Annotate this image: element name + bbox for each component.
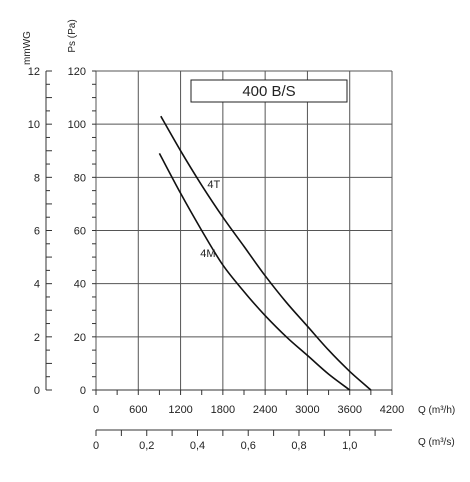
mmwg-tick-label: 12: [28, 66, 40, 78]
mmwg-tick-label: 8: [34, 172, 40, 184]
chart-title: 400 B/S: [242, 83, 295, 100]
flow-hourly-tick-label: 0: [93, 404, 99, 416]
flow-seconds-tick-label: 1,0: [342, 440, 357, 452]
flow-seconds-tick-label: 0,4: [190, 440, 205, 452]
flow-hourly-tick-label: 1800: [211, 404, 235, 416]
flow-hourly-axis-title: Q (m³/h): [418, 405, 455, 416]
flow-hourly-tick-label: 2400: [253, 404, 277, 416]
title-frame: [190, 79, 348, 103]
mmwg-tick-label: 6: [34, 226, 40, 238]
mmwg-axis-title: mmWG: [22, 31, 33, 65]
pressure-axis-title: Ps (Pa): [67, 19, 78, 52]
pressure-tick-label: 20: [74, 332, 86, 344]
flow-hourly-tick-label: 4200: [380, 404, 404, 416]
flow-seconds-tick-label: 0,8: [291, 440, 306, 452]
mmwg-tick-label: 10: [28, 119, 40, 131]
series-curve-4m: [158, 153, 351, 391]
flow-hourly-tick-label: 3000: [295, 404, 319, 416]
series-label-4t: 4T: [207, 179, 220, 191]
series-label-4m: 4M: [200, 248, 215, 260]
flow-hourly-tick-label: 3600: [337, 404, 361, 416]
pressure-tick-label: 0: [80, 385, 86, 397]
title-box: 400 B/S: [190, 79, 348, 103]
series-curve-4t: [160, 115, 372, 391]
grid: [95, 70, 393, 391]
mmwg-tick-label: 4: [34, 279, 40, 291]
pressure-tick-label: 120: [68, 66, 86, 78]
flow-hourly-tick-label: 1200: [168, 404, 192, 416]
pressure-tick-label: 40: [74, 279, 86, 291]
flow-seconds-tick-label: 0,2: [139, 440, 154, 452]
pressure-tick-label: 100: [68, 119, 86, 131]
mmwg-tick-label: 0: [34, 385, 40, 397]
pressure-tick-label: 60: [74, 226, 86, 238]
flow-seconds-axis-title: Q (m³/s): [418, 437, 455, 448]
series: 4T 4M: [158, 115, 372, 391]
pressure-tick-label: 80: [74, 172, 86, 184]
flow-seconds-tick-label: 0,6: [241, 440, 256, 452]
flow-seconds-tick-label: 0: [93, 440, 99, 452]
flow-hourly-tick-label: 600: [129, 404, 147, 416]
mmwg-tick-label: 2: [34, 332, 40, 344]
